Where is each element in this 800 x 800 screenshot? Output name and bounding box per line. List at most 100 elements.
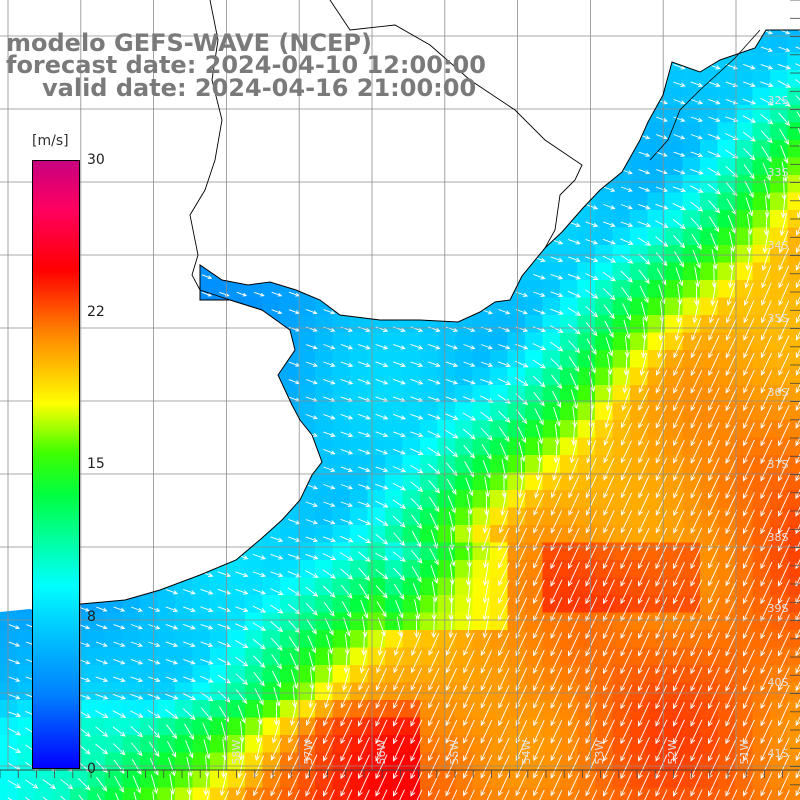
wind-cell — [665, 385, 684, 404]
wind-cell — [752, 577, 771, 596]
wind-cell — [525, 630, 544, 649]
wind-cell — [297, 770, 316, 789]
wind-arrow — [795, 46, 800, 49]
wind-cell — [717, 367, 736, 386]
wind-cell — [787, 52, 800, 71]
wind-cell — [367, 332, 386, 351]
wind-cell — [350, 735, 369, 754]
wind-cell — [682, 175, 701, 194]
wind-cell — [472, 752, 491, 771]
wind-cell — [577, 525, 596, 544]
wind-cell — [367, 402, 386, 421]
wind-cell — [402, 595, 421, 614]
wind-cell — [787, 245, 800, 264]
wind-cell — [140, 647, 159, 666]
wind-cell — [560, 752, 579, 771]
wind-cell — [665, 175, 684, 194]
wind-cell — [612, 455, 631, 474]
wind-cell — [420, 542, 439, 561]
wind-cell — [402, 700, 421, 719]
wind-cell — [350, 577, 369, 596]
wind-cell — [455, 735, 474, 754]
wind-cell — [402, 647, 421, 666]
wind-cell — [752, 297, 771, 316]
wind-cell — [420, 577, 439, 596]
wind-cell — [402, 735, 421, 754]
wind-cell — [262, 542, 281, 561]
wind-cell — [542, 752, 561, 771]
wind-cell — [752, 70, 771, 89]
wind-cell — [595, 402, 614, 421]
wind-cell — [472, 577, 491, 596]
wind-cell — [665, 105, 684, 124]
wind-cell — [227, 595, 246, 614]
wind-cell — [105, 682, 124, 701]
wind-cell — [717, 560, 736, 579]
wind-cell — [490, 665, 509, 684]
wind-cell — [682, 700, 701, 719]
wind-cell — [735, 770, 754, 789]
wind-cell — [577, 542, 596, 561]
wind-cell — [717, 87, 736, 106]
wind-cell — [787, 507, 800, 526]
wind-cell — [350, 612, 369, 631]
wind-cell — [525, 402, 544, 421]
wind-cell — [717, 385, 736, 404]
wind-cell — [315, 770, 334, 789]
wind-cell — [787, 717, 800, 736]
wind-cell — [700, 560, 719, 579]
wind-cell — [332, 402, 351, 421]
wind-cell — [437, 770, 456, 789]
wind-cell — [665, 665, 684, 684]
wind-cell — [560, 682, 579, 701]
wind-cell — [770, 595, 789, 614]
wind-cell — [752, 630, 771, 649]
lat-label: 36S — [768, 386, 789, 399]
wind-cell — [437, 542, 456, 561]
wind-cell — [612, 472, 631, 491]
wind-cell — [332, 367, 351, 386]
lat-label: 38S — [768, 531, 789, 544]
wind-cell — [420, 647, 439, 666]
wind-cell — [770, 192, 789, 211]
wind-cell — [437, 332, 456, 351]
lon-label: 52W — [666, 739, 679, 764]
wind-cell — [560, 700, 579, 719]
wind-cell — [455, 332, 474, 351]
wind-cell — [700, 105, 719, 124]
wind-cell — [280, 297, 299, 316]
wind-cell — [315, 350, 334, 369]
lat-label: 33S — [768, 166, 789, 179]
wind-cell — [735, 87, 754, 106]
wind-cell — [350, 595, 369, 614]
wind-cell — [315, 385, 334, 404]
wind-cell — [735, 595, 754, 614]
wind-cell — [472, 595, 491, 614]
wind-cell — [630, 735, 649, 754]
wind-cell — [472, 560, 491, 579]
wind-cell — [717, 122, 736, 141]
wind-cell — [87, 630, 106, 649]
wind-cell — [542, 630, 561, 649]
wind-cell — [787, 122, 800, 141]
lon-label: 54W — [520, 739, 533, 764]
wind-cell — [437, 402, 456, 421]
wind-cell — [770, 420, 789, 439]
wind-cell — [297, 350, 316, 369]
wind-cell — [472, 455, 491, 474]
wind-cell — [437, 717, 456, 736]
wind-cell — [630, 420, 649, 439]
wind-cell — [472, 665, 491, 684]
wind-cell — [157, 682, 176, 701]
wind-cell — [665, 140, 684, 159]
wind-cell — [735, 437, 754, 456]
wind-cell — [577, 332, 596, 351]
wind-cell — [665, 577, 684, 596]
wind-cell — [717, 437, 736, 456]
wind-cell — [612, 560, 631, 579]
wind-cell — [350, 472, 369, 491]
wind-cell — [770, 455, 789, 474]
wind-cell — [612, 700, 631, 719]
wind-cell — [367, 700, 386, 719]
